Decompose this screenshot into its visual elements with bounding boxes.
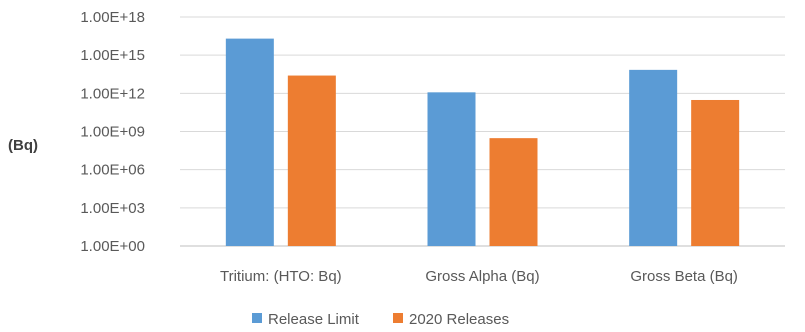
bars xyxy=(225,38,740,247)
y-tick-label: 1.00E+15 xyxy=(80,47,145,64)
y-tick-label: 1.00E+00 xyxy=(80,238,145,255)
x-category-label: Gross Beta (Bq) xyxy=(630,268,738,285)
gridlines xyxy=(180,16,785,247)
legend-label-2020-releases: 2020 Releases xyxy=(409,311,509,328)
legend: Release Limit 2020 Releases xyxy=(252,311,509,328)
y-axis-ticks: 1.00E+00 1.00E+03 1.00E+06 1.00E+09 1.00E+12… xyxy=(80,9,145,255)
y-tick-label: 1.00E+03 xyxy=(80,200,145,217)
bar-release-limit-0 xyxy=(225,38,274,247)
y-tick-label: 1.00E+06 xyxy=(80,162,145,179)
x-category-label: Tritium: (HTO: Bq) xyxy=(220,268,342,285)
y-tick-label: 1.00E+09 xyxy=(80,124,145,141)
bar-2020-releases-2 xyxy=(691,99,740,247)
x-axis-categories: Tritium: (HTO: Bq) Gross Alpha (Bq) Gross … xyxy=(220,268,738,285)
bar-2020-releases-0 xyxy=(287,75,336,246)
legend-swatch-release-limit xyxy=(252,313,262,323)
bar-release-limit-2 xyxy=(629,69,678,246)
y-axis-label: (Bq) xyxy=(8,137,38,154)
y-tick-label: 1.00E+12 xyxy=(80,85,145,102)
legend-swatch-2020-releases xyxy=(393,313,403,323)
bar-release-limit-1 xyxy=(427,92,476,246)
bar-2020-releases-1 xyxy=(489,138,538,246)
x-category-label: Gross Alpha (Bq) xyxy=(425,268,539,285)
legend-label-release-limit: Release Limit xyxy=(268,311,360,328)
y-tick-label: 1.00E+18 xyxy=(80,9,145,26)
